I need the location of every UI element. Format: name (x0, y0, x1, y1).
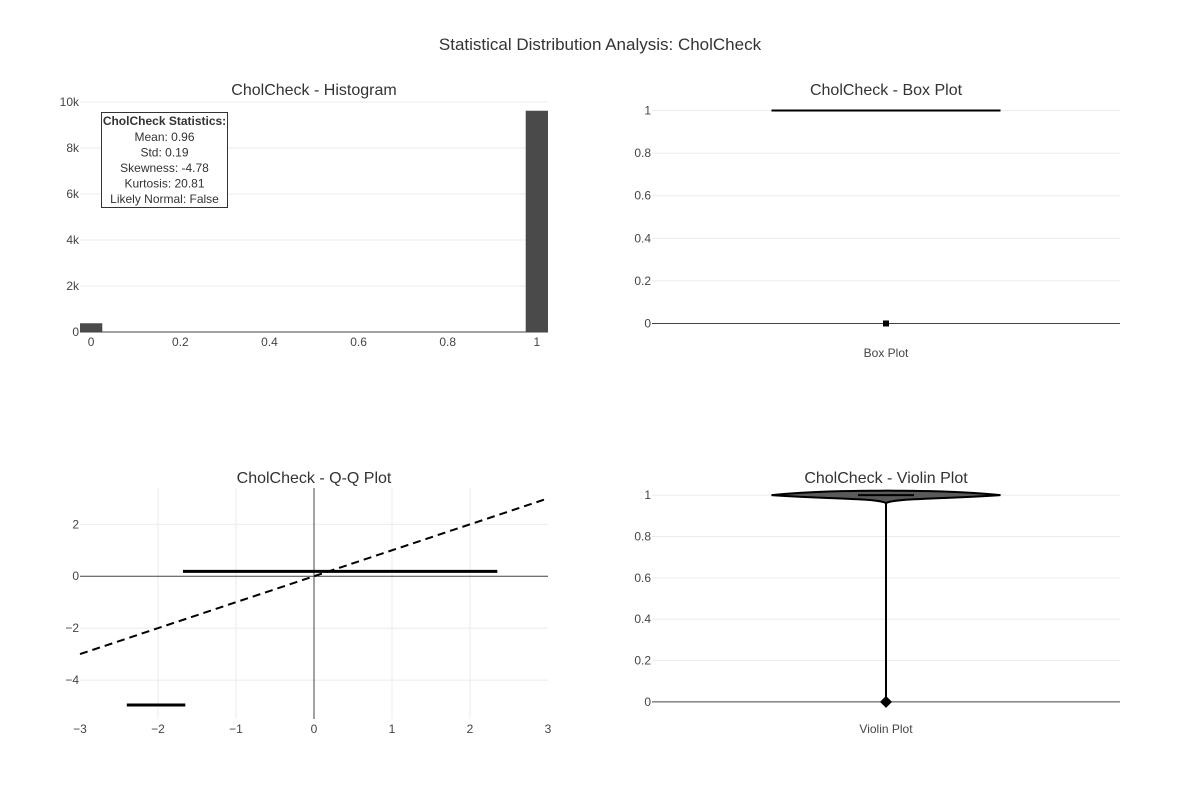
violin-plot-panel: CholCheck - Violin Plot 0 0.2 0.4 0.6 0.8 1 Vi… (634, 470, 1120, 736)
qq-y-tick-label: −4 (65, 673, 79, 687)
qq-x-tick-label: 0 (311, 722, 318, 736)
box-plot-title: CholCheck - Box Plot (810, 82, 963, 99)
violin-y-tick-label: 0 (644, 695, 651, 709)
qq-x-tick-label: 1 (389, 722, 396, 736)
histogram-title: CholCheck - Histogram (231, 82, 396, 99)
violin-plot-title: CholCheck - Violin Plot (804, 470, 968, 487)
qq-x-tick-label: −3 (73, 722, 87, 736)
figure-title: Statistical Distribution Analysis: CholC… (439, 35, 762, 54)
box-y-tick-label: 1 (644, 104, 651, 118)
stats-line: Std: 0.19 (140, 146, 188, 160)
hist-y-tick-label: 10k (60, 95, 80, 109)
violin-y-tick-label: 0.4 (634, 612, 651, 626)
stats-annotation: CholCheck Statistics: Mean: 0.96 Std: 0.19… (101, 112, 228, 208)
box-x-category-label: Box Plot (864, 346, 909, 360)
hist-bar (80, 323, 103, 332)
hist-x-tick-label: 0.6 (350, 335, 367, 349)
stats-line: Kurtosis: 20.81 (124, 177, 204, 191)
violin-y-tick-label: 0.2 (634, 654, 651, 668)
qq-x-tick-label: 3 (545, 722, 552, 736)
hist-x-tick-label: 0.2 (172, 335, 189, 349)
stats-line: Likely Normal: False (110, 192, 219, 206)
qq-y-tick-label: −2 (65, 621, 79, 635)
hist-y-tick-label: 6k (66, 187, 80, 201)
qq-plot-panel: CholCheck - Q-Q Plot −4 −2 0 2 −3 −2 −1 0 1 2 3 (65, 470, 551, 736)
hist-y-tick-label: 4k (66, 233, 80, 247)
box-y-tick-label: 0.4 (634, 231, 651, 245)
qq-plot-title: CholCheck - Q-Q Plot (237, 470, 392, 487)
violin-x-category-label: Violin Plot (859, 722, 913, 736)
violin-y-tick-label: 0.6 (634, 571, 651, 585)
qq-y-tick-label: 0 (72, 569, 79, 583)
box-y-tick-label: 0 (644, 316, 651, 330)
stats-line: Skewness: -4.78 (120, 161, 209, 175)
hist-y-tick-label: 8k (66, 141, 80, 155)
violin-outlier-point (880, 695, 892, 708)
violin-y-tick-label: 0.8 (634, 529, 651, 543)
violin-y-tick-label: 1 (644, 488, 651, 502)
violin-density-shape (771, 489, 1001, 505)
qq-x-tick-label: 2 (467, 722, 474, 736)
box-y-tick-label: 0.8 (634, 146, 651, 160)
hist-x-tick-label: 0.8 (439, 335, 456, 349)
hist-x-tick-label: 1 (534, 335, 541, 349)
hist-y-tick-label: 2k (66, 279, 80, 293)
hist-x-tick-label: 0.4 (261, 335, 278, 349)
qq-reference-line (79, 497, 549, 656)
hist-y-tick-label: 0 (72, 325, 79, 339)
stats-annotation-border (101, 112, 228, 208)
hist-bar (525, 110, 548, 333)
stats-heading: CholCheck Statistics: (103, 114, 226, 128)
qq-y-tick-label: 2 (72, 517, 79, 531)
stats-line: Mean: 0.96 (134, 130, 194, 144)
qq-x-tick-label: −2 (151, 722, 165, 736)
hist-x-tick-label: 0 (88, 335, 95, 349)
box-y-tick-label: 0.6 (634, 189, 651, 203)
box-plot-panel: CholCheck - Box Plot 0 0.2 0.4 0.6 0.8 1 Box P… (634, 82, 1120, 360)
box-y-tick-label: 0.2 (634, 274, 651, 288)
histogram-panel: CholCheck - Histogram 0 2k 4k 6k 8k 10k 0 0.2 0.… (60, 82, 548, 349)
box-outlier-point (883, 320, 889, 327)
qq-x-tick-label: −1 (229, 722, 243, 736)
